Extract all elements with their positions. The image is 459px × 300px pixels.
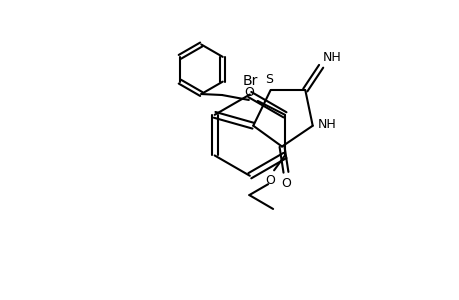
Text: O: O [280, 177, 290, 190]
Text: S: S [265, 73, 273, 85]
Text: Br: Br [241, 74, 257, 88]
Text: NH: NH [322, 51, 341, 64]
Text: O: O [265, 174, 274, 187]
Text: O: O [243, 86, 253, 99]
Text: NH: NH [318, 118, 336, 131]
